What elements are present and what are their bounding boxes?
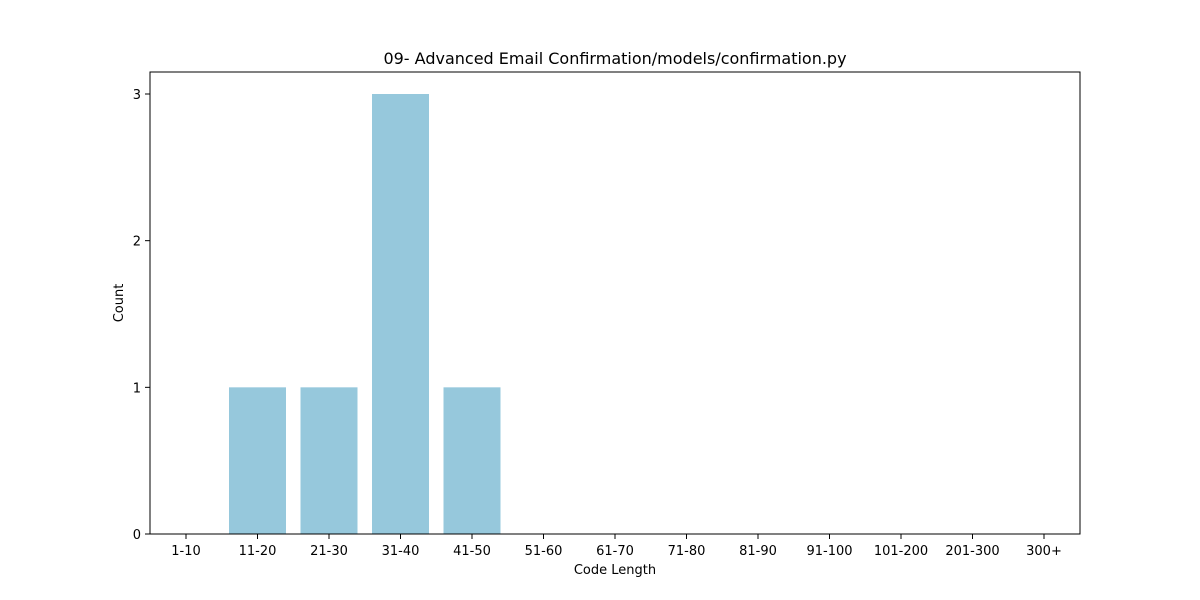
x-tick-label: 201-300 <box>945 544 999 559</box>
y-axis: 0 1 2 3 <box>133 88 150 543</box>
x-axis: 1-10 11-20 21-30 31-40 41-50 51-60 61-70 71-80 8… <box>171 534 1062 559</box>
x-tick-label: 21-30 <box>310 544 348 559</box>
bar-11-20 <box>229 387 286 534</box>
x-tick-label: 31-40 <box>382 544 420 559</box>
bar-21-30 <box>300 387 358 534</box>
x-tick-label: 91-100 <box>806 544 852 559</box>
x-tick-label: 11-20 <box>239 544 277 559</box>
plot-frame <box>149 71 1081 535</box>
x-tick-label: 300+ <box>1026 544 1062 559</box>
x-tick-label: 61-70 <box>596 544 634 559</box>
chart-title: 09- Advanced Email Confirmation/models/c… <box>383 49 846 68</box>
y-tick-label: 1 <box>133 381 141 396</box>
y-tick-label: 0 <box>133 528 141 543</box>
y-axis-label: Count <box>112 284 127 323</box>
y-tick-label: 3 <box>133 88 141 103</box>
x-tick-label: 51-60 <box>525 544 563 559</box>
bars-group <box>229 94 501 534</box>
bar-31-40 <box>372 94 429 534</box>
x-axis-label: Code Length <box>574 563 656 578</box>
x-tick-label: 1-10 <box>171 544 201 559</box>
x-tick-label: 101-200 <box>874 544 928 559</box>
x-tick-label: 81-90 <box>739 544 777 559</box>
x-tick-label: 71-80 <box>668 544 706 559</box>
bar-41-50 <box>443 387 501 534</box>
x-tick-label: 41-50 <box>453 544 491 559</box>
y-tick-label: 2 <box>133 235 141 250</box>
